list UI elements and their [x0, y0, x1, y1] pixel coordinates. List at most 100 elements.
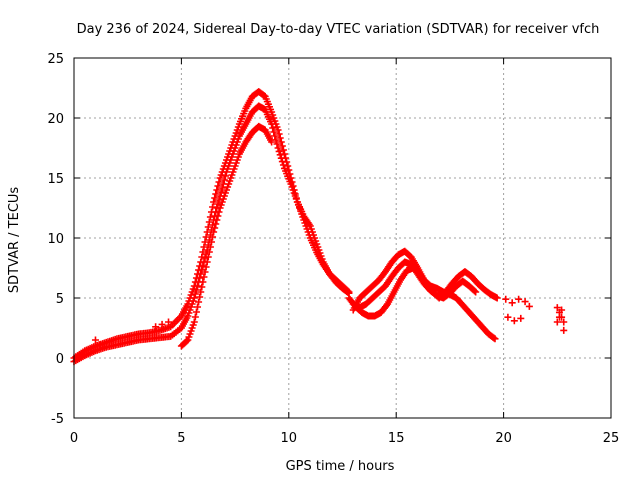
- data-point-track-1: [277, 138, 285, 146]
- data-point-sparse: [525, 302, 533, 310]
- data-point-track-5: [493, 294, 501, 302]
- data-point-track-1: [210, 198, 218, 206]
- data-point-track-2: [271, 132, 279, 140]
- data-point-track-3: [211, 224, 219, 232]
- data-point-sparse: [152, 323, 160, 331]
- data-point-sparse: [558, 306, 566, 314]
- data-point-track-2: [277, 154, 285, 162]
- x-tick-label: 15: [388, 431, 405, 446]
- data-point-track-3: [198, 283, 206, 291]
- data-point-sparse: [165, 318, 173, 326]
- data-point-sparse: [560, 326, 568, 334]
- x-tick-label: 5: [177, 431, 185, 446]
- data-point-track-3: [196, 293, 204, 301]
- data-point-track-1: [278, 142, 286, 150]
- data-point-track-1: [212, 190, 220, 198]
- data-point-track-2: [214, 200, 222, 208]
- data-point-track-3: [200, 273, 208, 281]
- data-point-track-3: [203, 258, 211, 266]
- data-point-track-4: [491, 335, 499, 343]
- data-point-track-2: [221, 172, 229, 180]
- data-point-sparse: [517, 314, 525, 322]
- data-point-track-2: [273, 140, 281, 148]
- chart-title: Day 236 of 2024, Sidereal Day-to-day VTE…: [77, 22, 600, 37]
- data-point-sparse: [504, 313, 512, 321]
- data-point-track-2: [275, 147, 283, 155]
- data-point-track-2: [194, 282, 202, 290]
- y-tick-label: 15: [47, 172, 64, 187]
- data-point-track-1: [211, 194, 219, 202]
- x-tick-label: 0: [70, 431, 78, 446]
- data-point-track-6: [471, 287, 479, 295]
- x-axis-label: GPS time / hours: [286, 459, 395, 474]
- data-point-track-3: [195, 298, 203, 306]
- data-point-track-2: [279, 161, 287, 169]
- data-point-track-3: [268, 138, 276, 146]
- data-point-track-3: [192, 308, 200, 316]
- data-point-track-2: [191, 290, 199, 298]
- data-point-track-1: [215, 178, 223, 186]
- y-tick-label: -5: [51, 412, 64, 427]
- data-point-track-3: [206, 243, 214, 251]
- plot-frame: [73, 57, 612, 419]
- data-point-track-6: [472, 288, 480, 296]
- y-tick-label: 10: [47, 232, 64, 247]
- data-point-track-2: [201, 254, 209, 262]
- data-point-sparse: [510, 317, 518, 325]
- data-point-track-1: [276, 134, 284, 142]
- data-point-sparse: [553, 304, 561, 312]
- data-point-sparse: [515, 295, 523, 303]
- data-point-track-3: [207, 238, 215, 246]
- data-point-track-1: [214, 182, 222, 190]
- data-point-track-2: [190, 294, 198, 302]
- y-tick-label: 20: [47, 112, 64, 127]
- data-point-track-3: [214, 212, 222, 220]
- data-point-sparse: [555, 313, 563, 321]
- data-point-track-2: [192, 286, 200, 294]
- data-point-track-3: [197, 288, 205, 296]
- data-point-track-2: [199, 262, 207, 270]
- data-point-track-3: [191, 313, 199, 321]
- data-point-track-2: [276, 151, 284, 159]
- data-point-track-3: [183, 337, 191, 345]
- data-points: [70, 88, 568, 366]
- grid-lines: [74, 58, 611, 418]
- data-point-track-2: [344, 287, 352, 295]
- data-point-track-1: [275, 130, 283, 138]
- axis-ticks: 0 5 10 15 20 25 -5 0 5 10 15 20 25: [47, 52, 619, 446]
- data-point-track-3: [215, 208, 223, 216]
- data-point-track-3: [190, 318, 198, 326]
- data-point-track-1: [198, 253, 206, 261]
- data-point-track-2: [217, 188, 225, 196]
- data-point-track-1: [279, 146, 287, 154]
- data-point-track-3: [209, 233, 217, 241]
- data-point-sparse: [508, 299, 516, 307]
- data-point-sparse: [502, 295, 510, 303]
- data-point-track-3: [194, 303, 202, 311]
- data-point-track-3: [199, 278, 207, 286]
- x-tick-label: 20: [495, 431, 512, 446]
- data-point-sparse: [158, 320, 166, 328]
- data-point-track-1: [213, 186, 221, 194]
- data-point-track-1: [274, 126, 282, 134]
- data-point-track-1: [209, 203, 217, 211]
- data-point-track-1: [285, 166, 293, 174]
- data-point-sparse: [560, 318, 568, 326]
- data-point-sparse: [96, 341, 104, 349]
- data-point-track-2: [268, 120, 276, 128]
- y-tick-label: 5: [56, 292, 64, 307]
- data-point-track-2: [196, 274, 204, 282]
- data-point-track-2: [270, 128, 278, 136]
- data-point-track-3: [205, 248, 213, 256]
- data-point-track-2: [274, 144, 282, 152]
- data-point-track-2: [345, 288, 353, 296]
- data-point-track-2: [278, 158, 286, 166]
- data-point-track-3: [212, 220, 220, 228]
- data-point-track-3: [202, 263, 210, 271]
- data-point-track-3: [204, 253, 212, 261]
- data-point-track-2: [218, 184, 226, 192]
- data-point-sparse: [553, 318, 561, 326]
- x-tick-label: 25: [603, 431, 620, 446]
